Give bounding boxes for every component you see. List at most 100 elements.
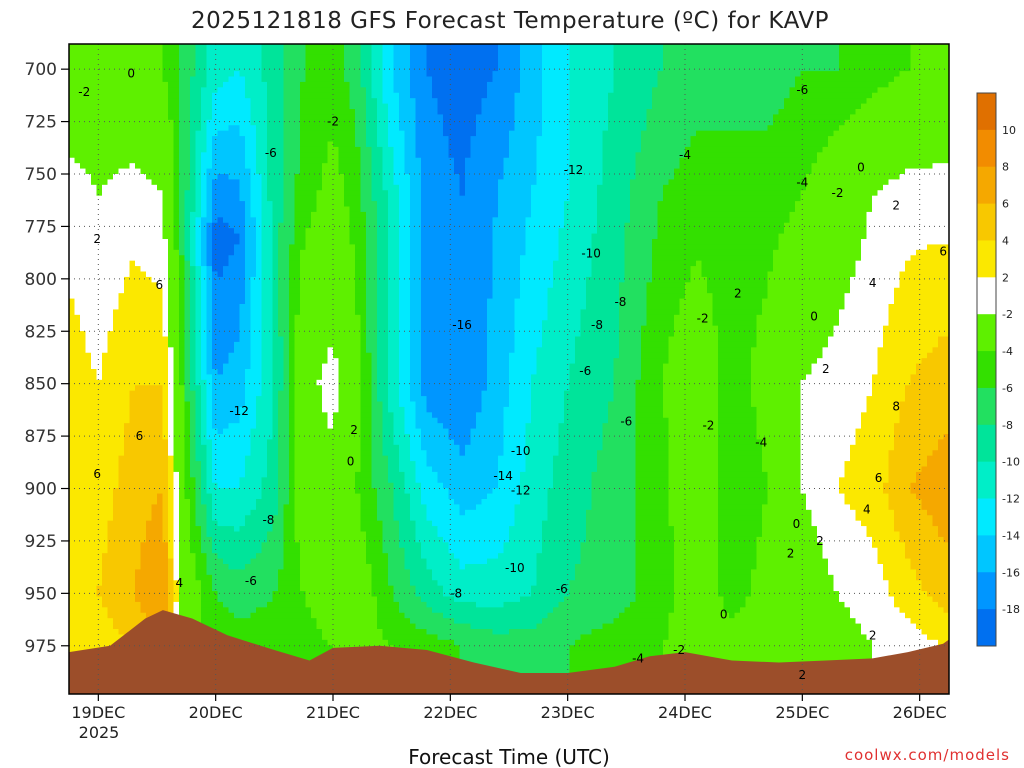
temperature-cell — [250, 109, 257, 116]
temperature-cell — [212, 369, 219, 376]
temperature-cell — [69, 271, 76, 278]
temperature-cell — [129, 352, 136, 359]
temperature-cell — [173, 509, 180, 516]
temperature-cell — [102, 163, 109, 170]
temperature-cell — [261, 493, 268, 500]
temperature-cell — [151, 146, 158, 153]
temperature-cell — [190, 547, 197, 554]
temperature-cell — [289, 504, 296, 511]
temperature-cell — [256, 109, 263, 116]
temperature-cell — [102, 331, 109, 338]
temperature-cell — [118, 428, 125, 435]
temperature-cell — [91, 157, 98, 164]
temperature-cell — [212, 98, 219, 105]
temperature-cell — [179, 87, 186, 94]
temperature-cell — [96, 146, 103, 153]
temperature-cell — [179, 363, 186, 370]
temperature-cell — [250, 98, 257, 105]
temperature-cell — [162, 515, 169, 522]
temperature-cell — [69, 406, 76, 413]
temperature-cell — [245, 450, 252, 457]
temperature-cell — [228, 618, 235, 625]
temperature-cell — [283, 547, 290, 554]
temperature-cell — [69, 125, 76, 132]
temperature-cell — [283, 401, 290, 408]
temperature-cell — [124, 260, 131, 267]
temperature-cell — [151, 54, 158, 61]
temperature-cell — [107, 580, 114, 587]
temperature-cell — [250, 639, 257, 646]
temperature-cell — [151, 60, 158, 67]
temperature-cell — [91, 352, 98, 359]
temperature-cell — [190, 44, 197, 51]
temperature-cell — [261, 585, 268, 592]
temperature-cell — [107, 574, 114, 581]
temperature-cell — [135, 92, 142, 99]
temperature-cell — [85, 417, 92, 424]
temperature-cell — [234, 287, 241, 294]
temperature-cell — [283, 157, 290, 164]
temperature-cell — [267, 146, 274, 153]
temperature-cell — [85, 260, 92, 267]
temperature-cell — [223, 282, 230, 289]
temperature-cell — [283, 195, 290, 202]
temperature-cell — [256, 574, 263, 581]
temperature-cell — [151, 98, 158, 105]
temperature-cell — [283, 71, 290, 78]
temperature-cell — [140, 92, 147, 99]
temperature-cell — [124, 358, 131, 365]
temperature-cell — [256, 271, 263, 278]
temperature-cell — [113, 304, 120, 311]
temperature-cell — [74, 596, 81, 603]
temperature-cell — [294, 222, 301, 229]
temperature-cell — [135, 331, 142, 338]
temperature-cell — [289, 271, 296, 278]
temperature-cell — [250, 536, 257, 543]
temperature-cell — [118, 374, 125, 381]
temperature-cell — [283, 222, 290, 229]
temperature-cell — [85, 618, 92, 625]
temperature-cell — [140, 276, 147, 283]
temperature-cell — [135, 152, 142, 159]
temperature-cell — [234, 282, 241, 289]
temperature-cell — [146, 130, 153, 137]
temperature-cell — [74, 374, 81, 381]
temperature-cell — [206, 542, 213, 549]
temperature-cell — [96, 98, 103, 105]
temperature-cell — [162, 92, 169, 99]
temperature-cell — [69, 352, 76, 359]
temperature-cell — [190, 504, 197, 511]
temperature-cell — [184, 244, 191, 251]
temperature-cell — [162, 439, 169, 446]
temperature-cell — [184, 325, 191, 332]
temperature-cell — [157, 553, 164, 560]
temperature-cell — [80, 114, 87, 121]
temperature-cell — [135, 569, 142, 576]
temperature-cell — [294, 87, 301, 94]
temperature-cell — [129, 65, 136, 72]
temperature-cell — [195, 76, 202, 83]
temperature-cell — [206, 201, 213, 208]
temperature-cell — [113, 428, 120, 435]
temperature-cell — [278, 629, 285, 636]
temperature-cell — [168, 580, 175, 587]
temperature-cell — [85, 401, 92, 408]
temperature-cell — [69, 239, 76, 246]
temperature-cell — [250, 379, 257, 386]
temperature-cell — [223, 152, 230, 159]
temperature-cell — [168, 466, 175, 473]
temperature-cell — [201, 293, 208, 300]
temperature-cell — [173, 217, 180, 224]
temperature-cell — [239, 369, 246, 376]
temperature-cell — [217, 623, 224, 630]
temperature-cell — [190, 141, 197, 148]
temperature-cell — [107, 228, 114, 235]
temperature-cell — [69, 629, 76, 636]
temperature-cell — [212, 260, 219, 267]
temperature-cell — [261, 163, 268, 170]
temperature-cell — [212, 228, 219, 235]
temperature-cell — [135, 341, 142, 348]
temperature-cell — [151, 304, 158, 311]
temperature-cell — [234, 54, 241, 61]
temperature-cell — [289, 520, 296, 527]
